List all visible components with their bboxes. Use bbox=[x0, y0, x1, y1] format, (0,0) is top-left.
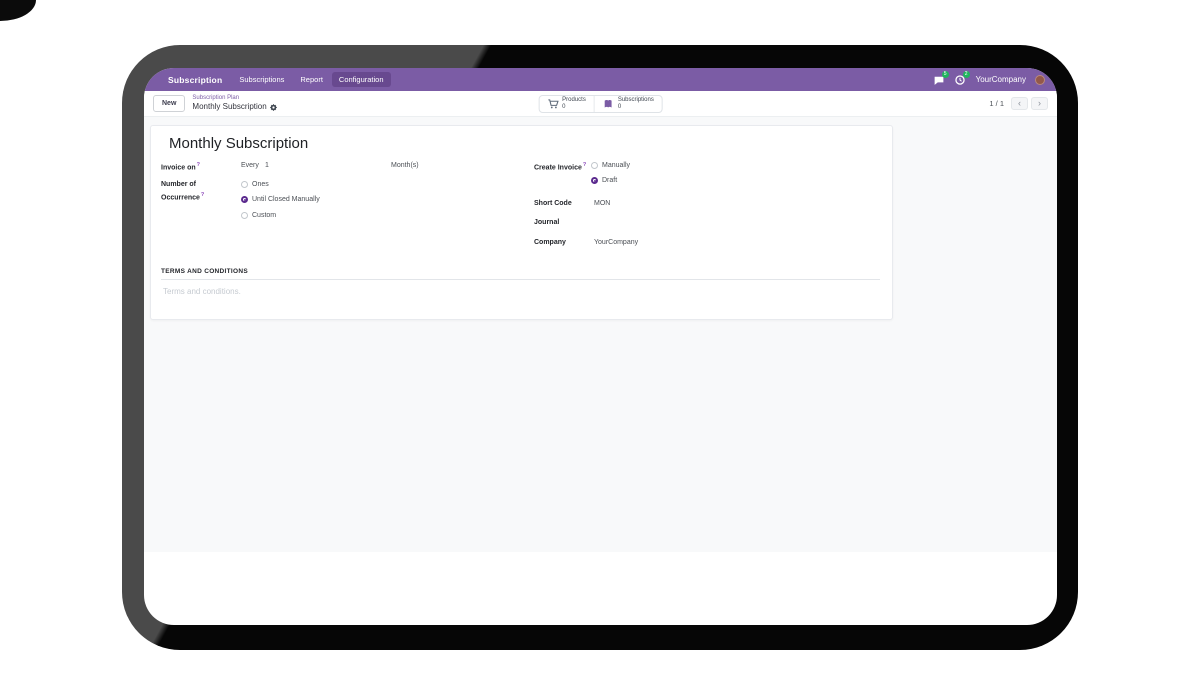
pager: 1 / 1 ‹ › bbox=[989, 97, 1048, 110]
invoice-on-unit-select[interactable]: Month(s) bbox=[391, 162, 419, 169]
user-avatar[interactable] bbox=[1035, 74, 1045, 85]
breadcrumb-parent[interactable]: Subscription Plan bbox=[192, 94, 240, 101]
pager-next-button[interactable]: › bbox=[1031, 97, 1048, 110]
menu-configuration[interactable]: Configuration bbox=[331, 72, 391, 87]
short-code-input[interactable]: MON bbox=[594, 200, 611, 207]
stat-products-value: 0 bbox=[562, 104, 566, 110]
invoice-on-prefix: Every bbox=[241, 162, 259, 169]
stat-button-subscriptions[interactable]: Subscriptions 0 bbox=[593, 96, 662, 112]
occurrence-label-line1: Number of bbox=[161, 181, 196, 188]
menu-report[interactable]: Report bbox=[300, 75, 323, 84]
company-input[interactable]: YourCompany bbox=[594, 239, 639, 246]
radio-icon[interactable] bbox=[591, 162, 598, 169]
radio-checked-icon[interactable] bbox=[591, 177, 598, 184]
create-invoice-option-manually[interactable]: Manually bbox=[591, 162, 630, 169]
help-icon: ? bbox=[196, 162, 200, 168]
help-icon: ? bbox=[582, 162, 587, 168]
journal-label: Journal bbox=[534, 219, 560, 226]
stat-subscriptions-label: Subscriptions bbox=[617, 97, 654, 104]
occurrence-option-ones[interactable]: Ones bbox=[241, 181, 269, 188]
breadcrumb-current: Monthly Subscription bbox=[192, 102, 277, 112]
occurrence-label-line2: Occurrence? bbox=[161, 192, 205, 202]
top-menubar: Subscription Subscriptions Report Config… bbox=[144, 68, 1057, 91]
short-code-label: Short Code bbox=[534, 200, 572, 207]
occurrence-option-custom[interactable]: Custom bbox=[241, 212, 276, 219]
breadcrumb: Subscription Plan Monthly Subscription bbox=[192, 94, 277, 113]
chat-bubble-icon bbox=[934, 76, 943, 85]
app-window: Subscription Subscriptions Report Config… bbox=[144, 68, 1057, 625]
terms-tab[interactable]: TERMS AND CONDITIONS bbox=[161, 268, 249, 275]
stat-products-label: Products bbox=[562, 97, 586, 104]
menu-subscriptions[interactable]: Subscriptions bbox=[239, 75, 285, 84]
messages-badge: 5 bbox=[941, 71, 949, 78]
invoice-on-label: Invoice on? bbox=[161, 162, 200, 172]
app-brand[interactable]: Subscription bbox=[168, 74, 223, 85]
help-icon: ? bbox=[200, 192, 205, 198]
cart-icon bbox=[547, 99, 559, 109]
breadcrumb-current-label: Monthly Subscription bbox=[192, 102, 267, 112]
occurrence-option-until-closed[interactable]: Until Closed Manually bbox=[241, 196, 320, 203]
new-button[interactable]: New bbox=[153, 95, 186, 112]
invoice-on-value-input[interactable]: 1 bbox=[265, 162, 269, 169]
activities-badge: 2 bbox=[962, 71, 970, 78]
terms-textarea[interactable]: Terms and conditions. bbox=[163, 287, 241, 296]
corner-decoration bbox=[0, 0, 36, 21]
messages-icon[interactable]: 5 bbox=[934, 71, 949, 85]
radio-icon[interactable] bbox=[241, 212, 248, 219]
radio-icon[interactable] bbox=[241, 181, 248, 188]
form-sheet: Monthly Subscription Invoice on? Every 1… bbox=[150, 125, 893, 320]
record-title[interactable]: Monthly Subscription bbox=[169, 135, 309, 152]
menubar-right: 5 2 YourCompany bbox=[934, 71, 1045, 85]
company-label: Company bbox=[534, 239, 566, 246]
create-invoice-option-draft[interactable]: Draft bbox=[591, 177, 617, 184]
clock-icon bbox=[954, 75, 965, 85]
unsaved-gear-icon[interactable] bbox=[269, 103, 277, 111]
create-invoice-label: Create Invoice? bbox=[534, 162, 587, 172]
pager-counter: 1 / 1 bbox=[989, 99, 1004, 108]
stat-subscriptions-value: 0 bbox=[617, 104, 622, 110]
book-icon bbox=[604, 99, 612, 108]
stat-button-products[interactable]: Products 0 bbox=[539, 96, 594, 112]
radio-checked-icon[interactable] bbox=[241, 196, 248, 203]
content-area: Monthly Subscription Invoice on? Every 1… bbox=[144, 117, 1057, 552]
stat-button-group: Products 0 Subscriptions 0 bbox=[538, 95, 663, 113]
pager-prev-button[interactable]: ‹ bbox=[1011, 97, 1028, 110]
terms-divider bbox=[161, 279, 880, 280]
control-bar: New Subscription Plan Monthly Subscripti… bbox=[144, 91, 1057, 117]
activities-icon[interactable]: 2 bbox=[954, 71, 970, 85]
company-switcher[interactable]: YourCompany bbox=[975, 75, 1026, 84]
